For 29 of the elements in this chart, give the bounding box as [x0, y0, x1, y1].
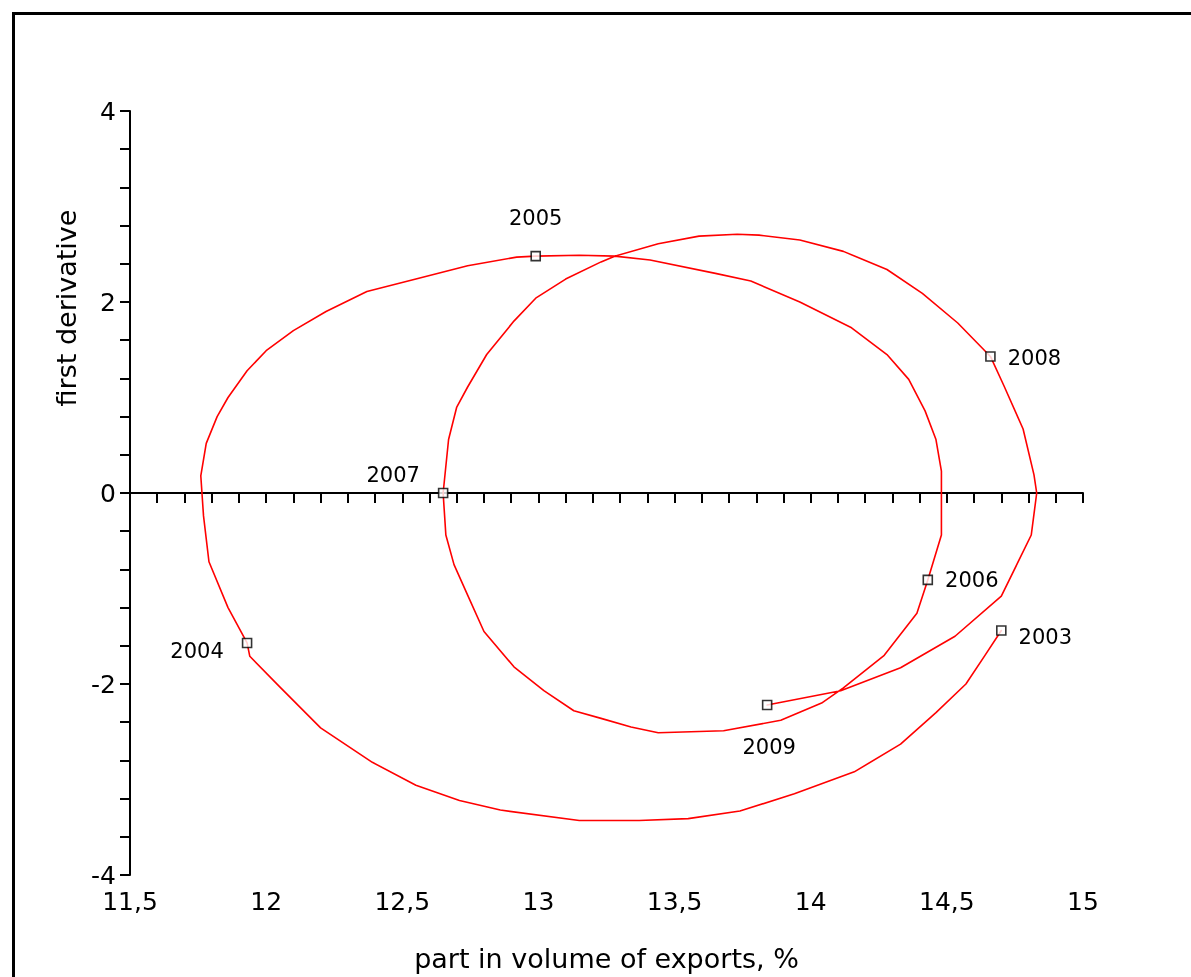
point — [241, 637, 253, 649]
x-tick-label: 12,5 — [374, 887, 431, 916]
y-tick-label: 4 — [100, 96, 116, 126]
point — [985, 351, 996, 362]
x-axis-title: part in volume of exports, % — [414, 943, 799, 974]
y-tick-label: 2 — [100, 287, 116, 317]
x-tick-label: 13 — [522, 887, 555, 916]
annotation: 2004 — [170, 638, 224, 663]
x-tick-label: 15 — [1067, 887, 1099, 916]
y-tick-label: -4 — [91, 860, 116, 890]
y-tick-label: 0 — [100, 478, 116, 508]
point — [530, 250, 542, 262]
annotation: 2007 — [366, 463, 420, 487]
annotation: 2006 — [945, 567, 999, 592]
annotation: 2008 — [1007, 346, 1062, 371]
annotation: 2005 — [508, 206, 563, 231]
x-tick-label: 12 — [250, 887, 283, 916]
y-tick-label: -2 — [91, 669, 116, 699]
point — [996, 625, 1007, 636]
point — [437, 487, 449, 499]
x-tick-label: 13,5 — [646, 887, 703, 916]
point — [761, 699, 773, 711]
x-tick-label: 14 — [794, 887, 827, 916]
annotation: 2003 — [1018, 624, 1073, 649]
point — [922, 574, 934, 586]
x-tick-label: 11,5 — [102, 887, 158, 916]
y-axis-title: first derivative — [50, 209, 82, 407]
annotation: 2009 — [742, 735, 796, 760]
x-tick-label: 14,5 — [919, 887, 975, 916]
